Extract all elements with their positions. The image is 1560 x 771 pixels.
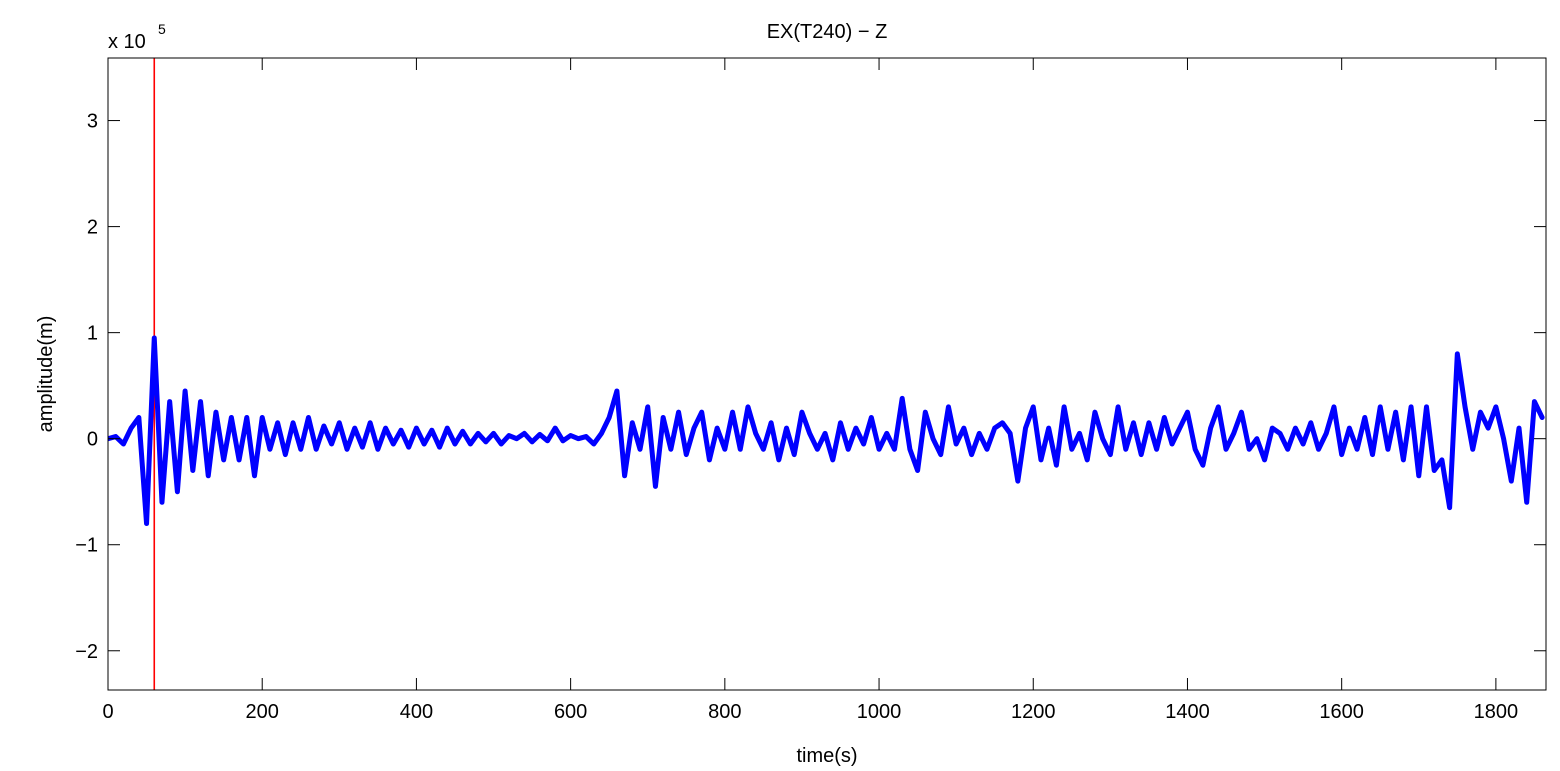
x-tick-label: 1400 <box>1165 701 1210 723</box>
data-line <box>108 335 1545 527</box>
y-tick-label: 2 <box>87 217 98 239</box>
x-tick-label: 600 <box>554 701 587 723</box>
x-tick-label: 1800 <box>1474 701 1519 723</box>
y-tick-label: −1 <box>75 535 98 557</box>
x-tick-label: 800 <box>708 701 741 723</box>
axes-box <box>107 57 1547 691</box>
x-tick-label: 1200 <box>1011 701 1056 723</box>
x-tick-label: 1000 <box>857 701 902 723</box>
x-axis-label: time(s) <box>796 745 857 767</box>
y-tick-label: 0 <box>87 429 98 451</box>
x-tick-label: 1600 <box>1319 701 1364 723</box>
y-tick-label: −2 <box>75 641 98 663</box>
y-multiplier: x 10 <box>108 31 146 53</box>
x-tick-label: 200 <box>246 701 279 723</box>
y-exponent: 5 <box>158 21 166 37</box>
y-axis-label: amplitude(m) <box>35 316 57 433</box>
y-tick-label: 3 <box>87 111 98 133</box>
chart-title: EX(T240) − Z <box>767 21 888 43</box>
x-tick-label: 0 <box>102 701 113 723</box>
x-tick-label: 400 <box>400 701 433 723</box>
y-tick-label: 1 <box>87 323 98 345</box>
